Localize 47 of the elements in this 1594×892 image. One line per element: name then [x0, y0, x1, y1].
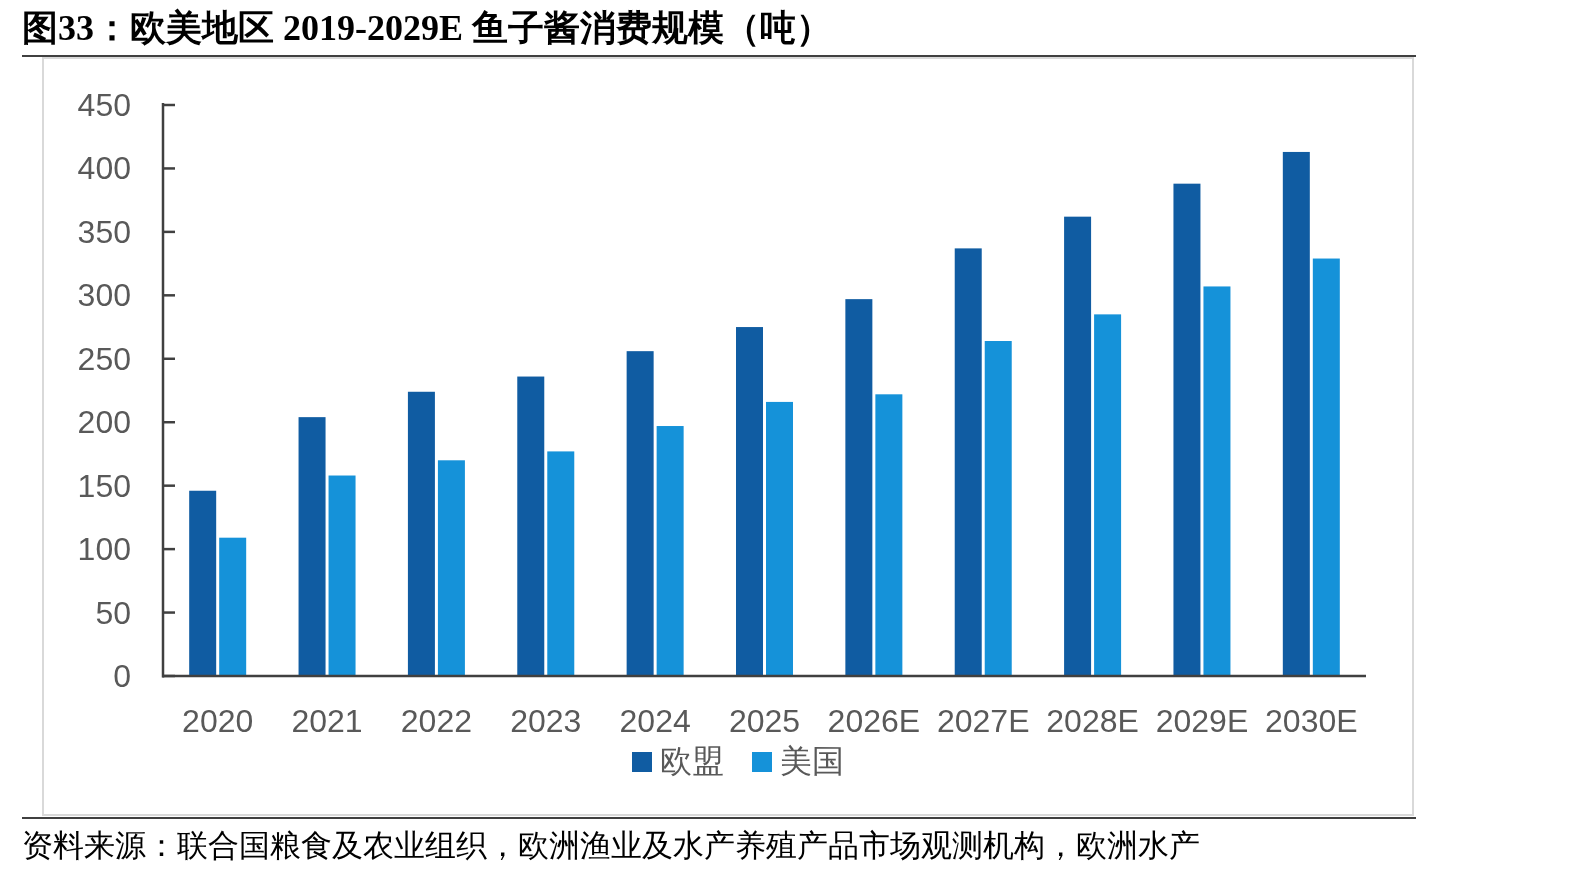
bar [1282, 151, 1310, 676]
y-tick-label: 50 [95, 594, 131, 631]
y-tick-label: 150 [77, 467, 131, 504]
bar [219, 537, 247, 676]
legend-label: 欧盟 [660, 743, 724, 779]
x-tick-label: 2023 [510, 703, 582, 739]
y-tick-label: 0 [113, 658, 131, 694]
y-tick-label: 200 [77, 404, 131, 441]
bar [1094, 314, 1122, 676]
bar [1173, 183, 1201, 676]
bar [547, 451, 575, 676]
x-tick-label: 2025 [728, 703, 801, 739]
y-tick-label: 450 [77, 87, 131, 123]
legend-label: 美国 [780, 743, 844, 779]
text: 资料来源：联合国粮食及农业组织，欧洲渔业及水产养殖产品市场观测机构，欧洲水产 [22, 828, 1200, 863]
bar [1203, 286, 1231, 676]
x-tick-label: 2027E [936, 703, 1030, 739]
bar [954, 248, 982, 676]
bar [407, 391, 435, 676]
bar [875, 394, 903, 676]
y-tick-label: 350 [77, 213, 131, 250]
x-tick-label: 2020 [182, 703, 254, 739]
x-tick-label: 2028E [1046, 703, 1139, 739]
x-tick-label: 2026E [827, 703, 921, 739]
x-tick-label: 2024 [619, 703, 691, 739]
bar [766, 401, 793, 676]
bar [845, 299, 873, 676]
y-tick-label: 300 [77, 277, 131, 314]
x-tick-label: 2030E [1265, 703, 1358, 739]
bar [984, 341, 1012, 676]
bar [437, 460, 465, 676]
y-tick-label: 400 [77, 150, 131, 187]
bar [298, 417, 326, 676]
x-tick-label: 2029E [1155, 703, 1249, 739]
x-tick-label: 2022 [400, 703, 472, 739]
bar [1064, 216, 1092, 676]
bar [736, 327, 763, 676]
y-tick-label: 250 [77, 340, 131, 377]
chart-title: 图33：欧美地区 2019-2029E 鱼子酱消费规模（吨） [22, 8, 832, 48]
bar [656, 426, 684, 676]
bar [189, 490, 217, 676]
bar [517, 376, 545, 676]
bar [626, 351, 654, 676]
bar [328, 475, 356, 676]
bar [1312, 258, 1340, 676]
x-tick-label: 2021 [291, 703, 363, 739]
y-tick-label: 100 [77, 531, 131, 568]
